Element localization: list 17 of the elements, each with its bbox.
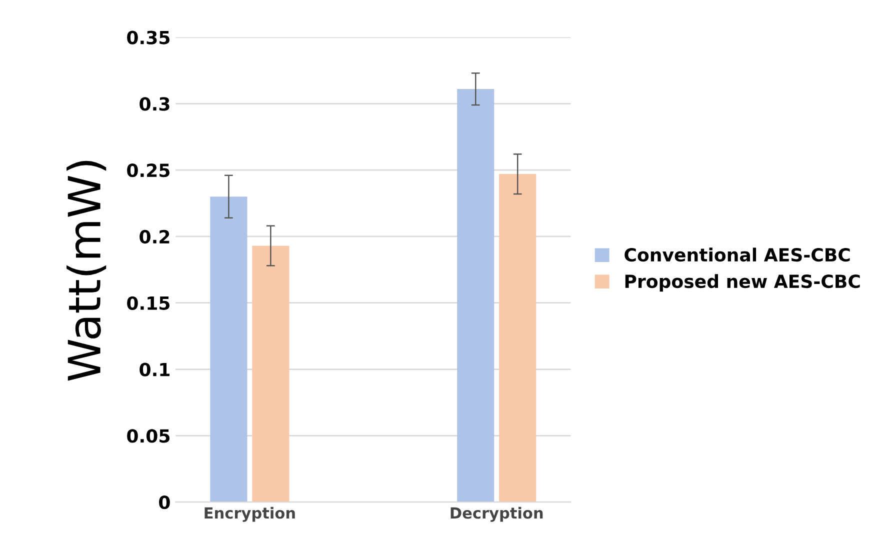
y-tick-label: 0.15 bbox=[127, 296, 170, 310]
y-tick-label: 0.35 bbox=[127, 30, 170, 44]
y-axis-title: Watt(mW) bbox=[66, 160, 106, 381]
y-tick-label: 0.3 bbox=[140, 97, 170, 111]
legend-label: Conventional AES-CBC bbox=[624, 248, 850, 262]
x-tick-label: Encryption bbox=[204, 506, 295, 522]
bar bbox=[457, 89, 494, 502]
bar bbox=[499, 174, 536, 502]
x-tick-label: Decryption bbox=[450, 506, 543, 522]
y-tick-label: 0.25 bbox=[127, 164, 170, 178]
y-tick-label: 0 bbox=[159, 496, 170, 510]
y-tick-label: 0.1 bbox=[140, 362, 170, 376]
legend-label: Proposed new AES-CBC bbox=[625, 274, 860, 292]
bar bbox=[210, 196, 248, 502]
y-tick-label: 0.05 bbox=[127, 429, 170, 443]
bar bbox=[252, 246, 290, 502]
y-tick-label: 0.2 bbox=[140, 230, 170, 244]
